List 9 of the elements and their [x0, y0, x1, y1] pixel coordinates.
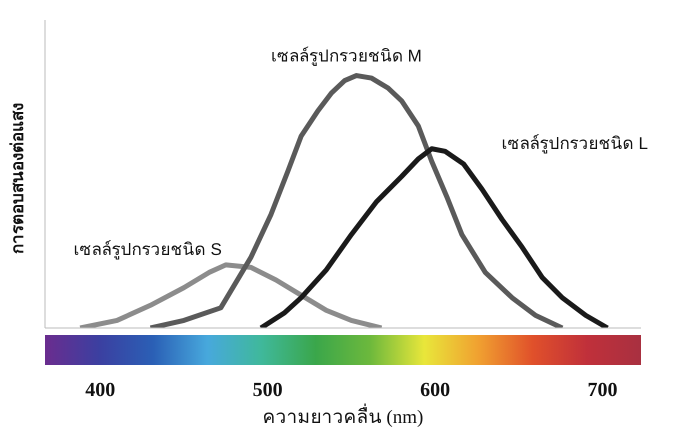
series-label: เซลล์รูปกรวยชนิด S [74, 240, 222, 260]
text: เซลล์รูปกรวยชนิด L [502, 134, 648, 154]
x-tick-label: 700 [587, 379, 618, 401]
x-axis-title: ความยาวคลื่น (nm) [262, 403, 424, 428]
series-label: เซลล์รูปกรวยชนิด M [270, 46, 422, 67]
x-tick-label: 600 [420, 379, 450, 401]
x-tick-label: 400 [85, 379, 116, 401]
x-tick-label: 500 [252, 379, 283, 401]
y-axis-title: การตอบสนองต่อแสง [8, 103, 28, 254]
